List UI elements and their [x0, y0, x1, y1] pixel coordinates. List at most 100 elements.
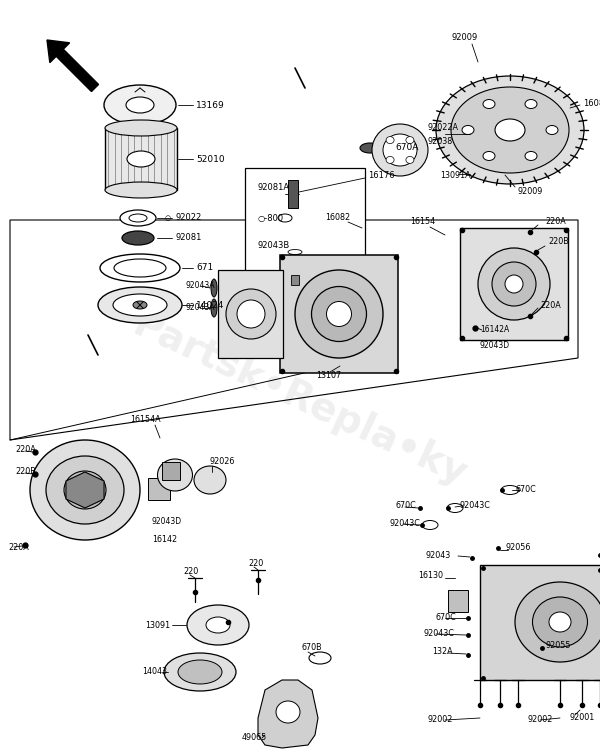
Text: 92009: 92009	[452, 34, 478, 43]
Ellipse shape	[288, 265, 302, 269]
Text: 49065: 49065	[242, 733, 267, 742]
Ellipse shape	[386, 137, 394, 144]
Text: 220A: 220A	[545, 217, 566, 226]
Text: 92055: 92055	[545, 641, 571, 650]
Text: 670B: 670B	[302, 644, 323, 653]
Ellipse shape	[98, 287, 182, 323]
Ellipse shape	[406, 137, 414, 144]
Text: 13091: 13091	[145, 620, 170, 629]
Ellipse shape	[383, 134, 417, 166]
Text: 92022A: 92022A	[428, 123, 459, 132]
Text: 16142A: 16142A	[480, 326, 509, 335]
Text: 16154: 16154	[410, 217, 435, 226]
Text: 14024: 14024	[196, 301, 224, 310]
Text: 14043: 14043	[142, 668, 167, 677]
Bar	[218, 270, 283, 358]
Text: 92081A: 92081A	[258, 183, 290, 193]
Text: 92026: 92026	[210, 457, 235, 466]
Ellipse shape	[515, 582, 600, 662]
Text: 670A: 670A	[395, 144, 418, 153]
Text: 670C: 670C	[435, 614, 456, 623]
Ellipse shape	[187, 605, 249, 645]
Ellipse shape	[288, 250, 302, 254]
Ellipse shape	[372, 124, 428, 176]
Text: ○: ○	[165, 215, 171, 221]
Ellipse shape	[211, 299, 217, 317]
Ellipse shape	[120, 210, 156, 226]
Ellipse shape	[100, 254, 180, 282]
Ellipse shape	[533, 597, 587, 647]
Text: 220: 220	[183, 568, 198, 577]
Text: 92002: 92002	[528, 715, 553, 724]
Ellipse shape	[309, 652, 331, 664]
Ellipse shape	[127, 151, 155, 167]
Text: 220B: 220B	[15, 468, 36, 477]
Ellipse shape	[157, 459, 193, 491]
Text: 92043C: 92043C	[460, 502, 491, 511]
Text: 92043B: 92043B	[258, 241, 290, 250]
Text: 92043D: 92043D	[480, 341, 510, 350]
Bar	[480, 565, 600, 680]
Bar	[105, 128, 177, 190]
Ellipse shape	[133, 301, 147, 309]
Text: 16154A: 16154A	[130, 416, 161, 424]
Ellipse shape	[46, 456, 124, 524]
Bar	[291, 275, 299, 285]
Text: 220: 220	[248, 559, 263, 569]
Ellipse shape	[113, 294, 167, 316]
Text: 16142: 16142	[152, 535, 177, 544]
Ellipse shape	[288, 269, 302, 274]
Ellipse shape	[549, 612, 571, 632]
Ellipse shape	[278, 214, 292, 222]
Text: 92009: 92009	[518, 187, 544, 196]
Text: 13107: 13107	[316, 371, 341, 380]
Bar	[280, 255, 398, 373]
Ellipse shape	[483, 99, 495, 108]
Ellipse shape	[206, 617, 230, 633]
Text: 16082: 16082	[325, 214, 350, 223]
Ellipse shape	[436, 76, 584, 184]
Text: 16176: 16176	[368, 171, 395, 180]
Polygon shape	[66, 472, 104, 508]
Ellipse shape	[164, 653, 236, 691]
Ellipse shape	[178, 660, 222, 684]
Text: 52010: 52010	[196, 154, 224, 163]
Ellipse shape	[546, 126, 558, 135]
Ellipse shape	[326, 302, 352, 326]
Ellipse shape	[194, 466, 226, 494]
Ellipse shape	[311, 287, 367, 341]
Ellipse shape	[104, 85, 176, 125]
Text: 220A: 220A	[8, 544, 29, 553]
Text: 671: 671	[196, 263, 213, 272]
Text: 220B: 220B	[548, 238, 569, 247]
Ellipse shape	[525, 151, 537, 160]
Text: 220A: 220A	[540, 301, 561, 310]
Ellipse shape	[129, 214, 147, 222]
Text: 16130: 16130	[418, 571, 443, 580]
Text: ○-800: ○-800	[258, 214, 284, 223]
Polygon shape	[258, 680, 318, 748]
Ellipse shape	[64, 471, 106, 509]
Ellipse shape	[483, 151, 495, 160]
Ellipse shape	[237, 300, 265, 328]
Ellipse shape	[495, 119, 525, 141]
Text: 92043A: 92043A	[185, 304, 215, 313]
FancyArrow shape	[47, 40, 98, 92]
Text: Partsk•Repla•ky: Partsk•Repla•ky	[127, 306, 473, 494]
Ellipse shape	[295, 270, 383, 358]
Ellipse shape	[451, 87, 569, 173]
Text: 16085: 16085	[583, 99, 600, 108]
Ellipse shape	[122, 231, 154, 245]
Text: 670C: 670C	[395, 502, 416, 511]
Bar	[448, 590, 468, 612]
Ellipse shape	[105, 182, 177, 198]
Text: 92043D: 92043D	[152, 517, 182, 526]
Bar	[162, 462, 180, 480]
Ellipse shape	[525, 99, 537, 108]
Ellipse shape	[288, 259, 302, 265]
Ellipse shape	[226, 289, 276, 339]
Text: 92043C: 92043C	[424, 629, 455, 638]
Ellipse shape	[422, 520, 438, 529]
Bar	[460, 228, 568, 340]
Bar	[148, 478, 170, 500]
